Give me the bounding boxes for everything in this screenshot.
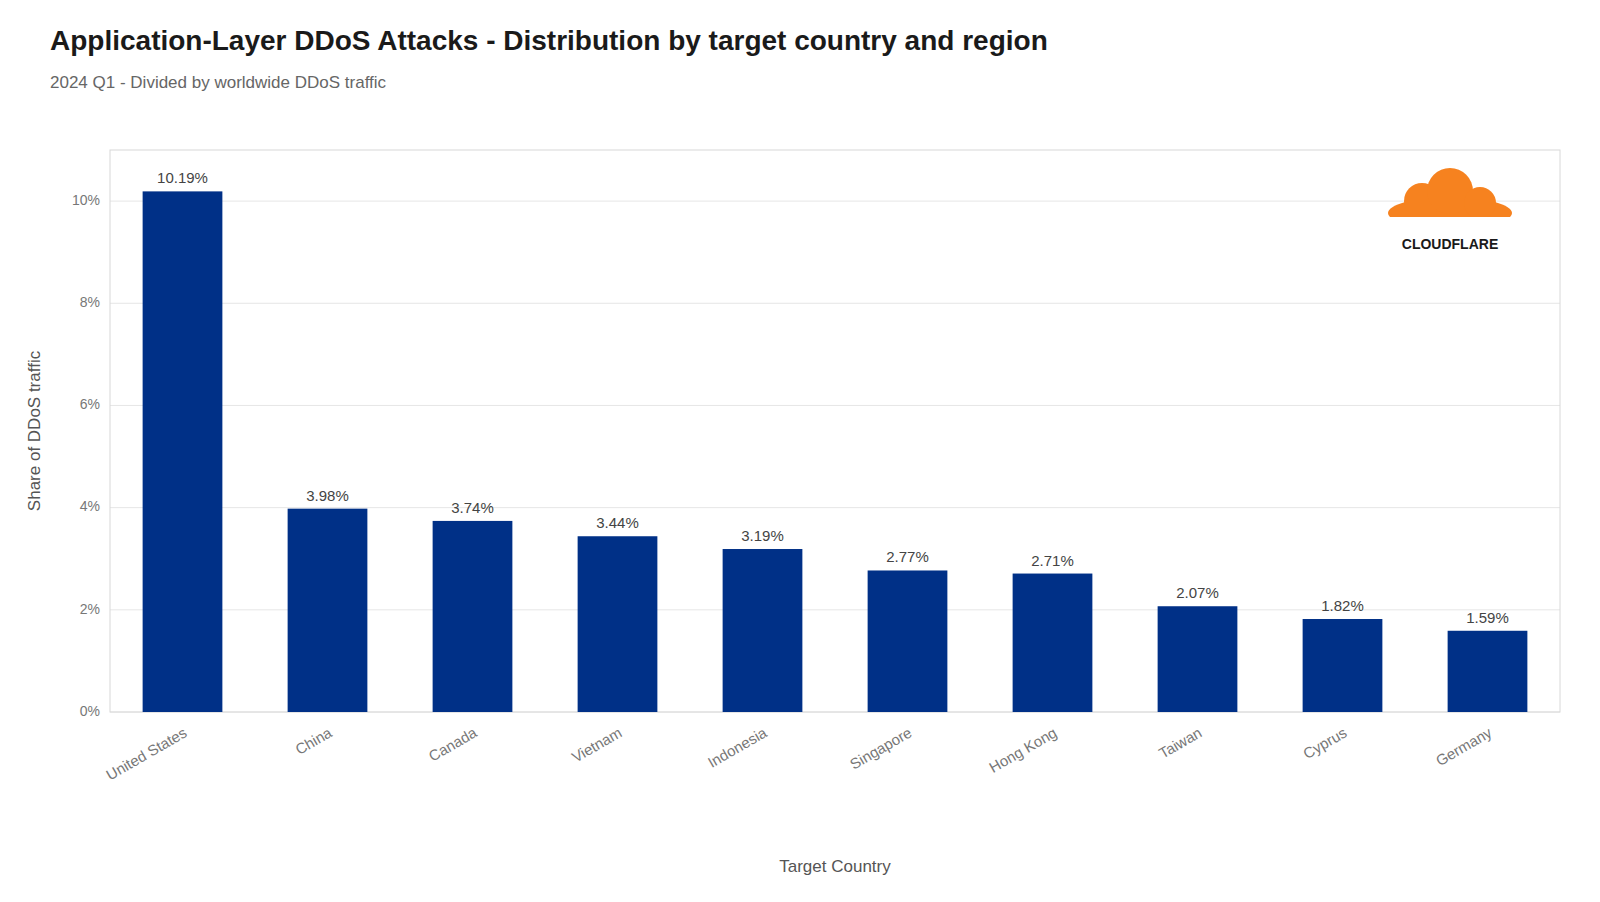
subtitle: 2024 Q1 - Divided by worldwide DDoS traf… — [50, 73, 387, 92]
bars — [143, 191, 1528, 712]
x-axis-label: Target Country — [779, 857, 891, 876]
bar — [143, 191, 223, 712]
data-label: 1.59% — [1466, 609, 1509, 626]
y-tick-label: 8% — [80, 294, 100, 310]
y-tick-label: 0% — [80, 703, 100, 719]
x-tick-label: United States — [103, 724, 189, 784]
bar — [578, 536, 658, 712]
x-tick-label: Hong Kong — [986, 724, 1060, 776]
chart-container: Application-Layer DDoS Attacks - Distrib… — [0, 0, 1600, 902]
logo: CLOUDFLARE — [1384, 168, 1516, 252]
y-tick-label: 2% — [80, 601, 100, 617]
x-tick-label: Cyprus — [1300, 724, 1350, 762]
title: Application-Layer DDoS Attacks - Distrib… — [50, 25, 1048, 56]
x-tick-label: Canada — [426, 723, 481, 764]
chart-svg: Application-Layer DDoS Attacks - Distrib… — [0, 0, 1600, 902]
y-tick-label: 6% — [80, 396, 100, 412]
data-label: 2.71% — [1031, 552, 1074, 569]
y-tick-label: 4% — [80, 498, 100, 514]
logo-shape — [1384, 217, 1516, 231]
bar — [1303, 619, 1383, 712]
data-label: 10.19% — [157, 169, 208, 186]
bar — [1448, 631, 1528, 712]
bar — [868, 570, 948, 712]
y-axis-label: Share of DDoS traffic — [25, 350, 44, 511]
data-label: 3.74% — [451, 499, 494, 516]
bar — [433, 521, 513, 712]
grid-line — [110, 201, 1560, 202]
data-label: 2.77% — [886, 548, 929, 565]
data-label: 2.07% — [1176, 584, 1219, 601]
grid-line — [110, 405, 1560, 406]
annotation: CLOUDFLARE — [1402, 236, 1498, 252]
data-label: 1.82% — [1321, 597, 1364, 614]
x-tick-label: China — [292, 723, 335, 758]
grid — [110, 201, 1560, 712]
bar — [1013, 574, 1093, 712]
bar — [723, 549, 803, 712]
grid-line — [110, 507, 1560, 508]
data-label: 3.98% — [306, 487, 349, 504]
data-label: 3.19% — [741, 527, 784, 544]
bar — [288, 509, 368, 712]
bar — [1158, 606, 1238, 712]
x-tick-label: Singapore — [847, 724, 915, 773]
x-tick-label: Indonesia — [705, 723, 770, 771]
x-tick-label: Taiwan — [1156, 724, 1205, 762]
data-label: 3.44% — [596, 514, 639, 531]
logo-shape — [1464, 187, 1496, 219]
x-tick-label: Vietnam — [569, 724, 625, 766]
grid-line — [110, 303, 1560, 304]
x-tick-label: Germany — [1433, 723, 1495, 769]
y-tick-label: 10% — [72, 192, 100, 208]
plot-frame — [110, 150, 1560, 712]
